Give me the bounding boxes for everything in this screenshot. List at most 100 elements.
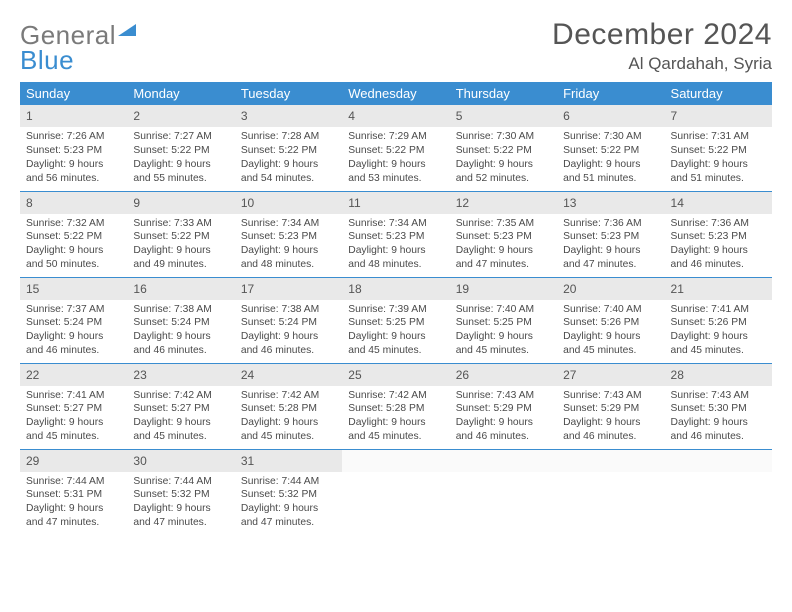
day-cell: 31Sunrise: 7:44 AMSunset: 5:32 PMDayligh…: [235, 449, 342, 535]
sunrise-text: Sunrise: 7:27 AM: [133, 130, 228, 144]
month-title: December 2024: [552, 18, 772, 52]
sunrise-text: Sunrise: 7:38 AM: [133, 303, 228, 317]
sunrise-text: Sunrise: 7:42 AM: [241, 389, 336, 403]
day-number-row: 8: [20, 192, 127, 214]
sunset-text: Sunset: 5:25 PM: [456, 316, 551, 330]
day-detail: Sunrise: 7:43 AMSunset: 5:30 PMDaylight:…: [665, 386, 772, 449]
day-detail: Sunrise: 7:30 AMSunset: 5:22 PMDaylight:…: [450, 127, 557, 190]
day-number: 18: [348, 282, 361, 296]
day-number: 12: [456, 196, 469, 210]
day-number-row: 13: [557, 192, 664, 214]
sunset-text: Sunset: 5:24 PM: [133, 316, 228, 330]
sunrise-text: Sunrise: 7:36 AM: [671, 217, 766, 231]
sunrise-text: Sunrise: 7:26 AM: [26, 130, 121, 144]
day-detail: Sunrise: 7:40 AMSunset: 5:25 PMDaylight:…: [450, 300, 557, 363]
day-number-row: 1: [20, 105, 127, 127]
daylight-text: Daylight: 9 hours and 45 minutes.: [348, 330, 443, 358]
logo-text: General Blue: [20, 24, 136, 74]
sunset-text: Sunset: 5:22 PM: [133, 144, 228, 158]
daylight-text: Daylight: 9 hours and 51 minutes.: [563, 158, 658, 186]
sunset-text: Sunset: 5:25 PM: [348, 316, 443, 330]
day-cell: 13Sunrise: 7:36 AMSunset: 5:23 PMDayligh…: [557, 191, 664, 277]
day-number-row: 6: [557, 105, 664, 127]
daylight-text: Daylight: 9 hours and 45 minutes.: [671, 330, 766, 358]
day-number-row: 31: [235, 450, 342, 472]
calendar-row: 8Sunrise: 7:32 AMSunset: 5:22 PMDaylight…: [20, 191, 772, 277]
sunrise-text: Sunrise: 7:43 AM: [563, 389, 658, 403]
weekday-header: Wednesday: [342, 82, 449, 105]
day-number-row: 24: [235, 364, 342, 386]
day-number: 11: [348, 196, 360, 210]
empty-cell: [342, 449, 449, 535]
sunrise-text: Sunrise: 7:40 AM: [563, 303, 658, 317]
day-number-row: 4: [342, 105, 449, 127]
location-subtitle: Al Qardahah, Syria: [552, 54, 772, 74]
day-number: 3: [241, 109, 248, 123]
daylight-text: Daylight: 9 hours and 47 minutes.: [241, 502, 336, 530]
sunrise-text: Sunrise: 7:44 AM: [241, 475, 336, 489]
sunset-text: Sunset: 5:24 PM: [26, 316, 121, 330]
daylight-text: Daylight: 9 hours and 48 minutes.: [348, 244, 443, 272]
day-number: 31: [241, 454, 254, 468]
day-number: 8: [26, 196, 33, 210]
daylight-text: Daylight: 9 hours and 47 minutes.: [456, 244, 551, 272]
sunrise-text: Sunrise: 7:36 AM: [563, 217, 658, 231]
day-number: 14: [671, 196, 684, 210]
day-number: 23: [133, 368, 146, 382]
day-detail: Sunrise: 7:44 AMSunset: 5:32 PMDaylight:…: [127, 472, 234, 535]
day-number-row: 28: [665, 364, 772, 386]
day-number-row: 19: [450, 278, 557, 300]
daylight-text: Daylight: 9 hours and 46 minutes.: [563, 416, 658, 444]
calendar-body: 1Sunrise: 7:26 AMSunset: 5:23 PMDaylight…: [20, 105, 772, 535]
daylight-text: Daylight: 9 hours and 53 minutes.: [348, 158, 443, 186]
day-cell: 21Sunrise: 7:41 AMSunset: 5:26 PMDayligh…: [665, 277, 772, 363]
empty-cell: [665, 449, 772, 535]
day-detail: Sunrise: 7:42 AMSunset: 5:28 PMDaylight:…: [342, 386, 449, 449]
sunset-text: Sunset: 5:26 PM: [563, 316, 658, 330]
day-number: 26: [456, 368, 469, 382]
sunset-text: Sunset: 5:23 PM: [456, 230, 551, 244]
day-cell: 16Sunrise: 7:38 AMSunset: 5:24 PMDayligh…: [127, 277, 234, 363]
weekday-header: Thursday: [450, 82, 557, 105]
day-number-row: 21: [665, 278, 772, 300]
sunset-text: Sunset: 5:22 PM: [26, 230, 121, 244]
sunset-text: Sunset: 5:29 PM: [563, 402, 658, 416]
day-cell: 26Sunrise: 7:43 AMSunset: 5:29 PMDayligh…: [450, 363, 557, 449]
daylight-text: Daylight: 9 hours and 46 minutes.: [671, 416, 766, 444]
day-number: 29: [26, 454, 39, 468]
day-cell: 15Sunrise: 7:37 AMSunset: 5:24 PMDayligh…: [20, 277, 127, 363]
day-cell: 8Sunrise: 7:32 AMSunset: 5:22 PMDaylight…: [20, 191, 127, 277]
day-cell: 2 Sunrise: 7:27 AMSunset: 5:22 PMDaylight…: [127, 105, 234, 191]
daylight-text: Daylight: 9 hours and 51 minutes.: [671, 158, 766, 186]
daylight-text: Daylight: 9 hours and 54 minutes.: [241, 158, 336, 186]
sunrise-text: Sunrise: 7:39 AM: [348, 303, 443, 317]
day-detail: Sunrise: 7:29 AMSunset: 5:22 PMDaylight:…: [342, 127, 449, 190]
day-number: 22: [26, 368, 39, 382]
sunset-text: Sunset: 5:29 PM: [456, 402, 551, 416]
weekday-header: Sunday: [20, 82, 127, 105]
day-number: 30: [133, 454, 146, 468]
day-number: 19: [456, 282, 469, 296]
sunset-text: Sunset: 5:22 PM: [456, 144, 551, 158]
day-number-row: 22: [20, 364, 127, 386]
day-cell: 29Sunrise: 7:44 AMSunset: 5:31 PMDayligh…: [20, 449, 127, 535]
sunrise-text: Sunrise: 7:30 AM: [563, 130, 658, 144]
day-cell: 22Sunrise: 7:41 AMSunset: 5:27 PMDayligh…: [20, 363, 127, 449]
day-number: 27: [563, 368, 576, 382]
day-cell: 4Sunrise: 7:29 AMSunset: 5:22 PMDaylight…: [342, 105, 449, 191]
day-number: 17: [241, 282, 254, 296]
day-cell: 6 Sunrise: 7:30 AMSunset: 5:22 PMDaylight…: [557, 105, 664, 191]
day-detail: Sunrise: 7:38 AMSunset: 5:24 PMDaylight:…: [235, 300, 342, 363]
day-cell: 23Sunrise: 7:42 AMSunset: 5:27 PMDayligh…: [127, 363, 234, 449]
sunset-text: Sunset: 5:27 PM: [133, 402, 228, 416]
sunset-text: Sunset: 5:27 PM: [26, 402, 121, 416]
daylight-text: Daylight: 9 hours and 55 minutes.: [133, 158, 228, 186]
day-number-row: 2: [127, 105, 234, 127]
day-cell: 11Sunrise: 7:34 AMSunset: 5:23 PMDayligh…: [342, 191, 449, 277]
day-number-row: 26: [450, 364, 557, 386]
day-cell: 25 Sunrise: 7:42 AMSunset: 5:28 PMDayligh…: [342, 363, 449, 449]
daylight-text: Daylight: 9 hours and 46 minutes.: [133, 330, 228, 358]
day-number: 24: [241, 368, 254, 382]
sunset-text: Sunset: 5:22 PM: [563, 144, 658, 158]
day-number: 25: [348, 368, 361, 382]
